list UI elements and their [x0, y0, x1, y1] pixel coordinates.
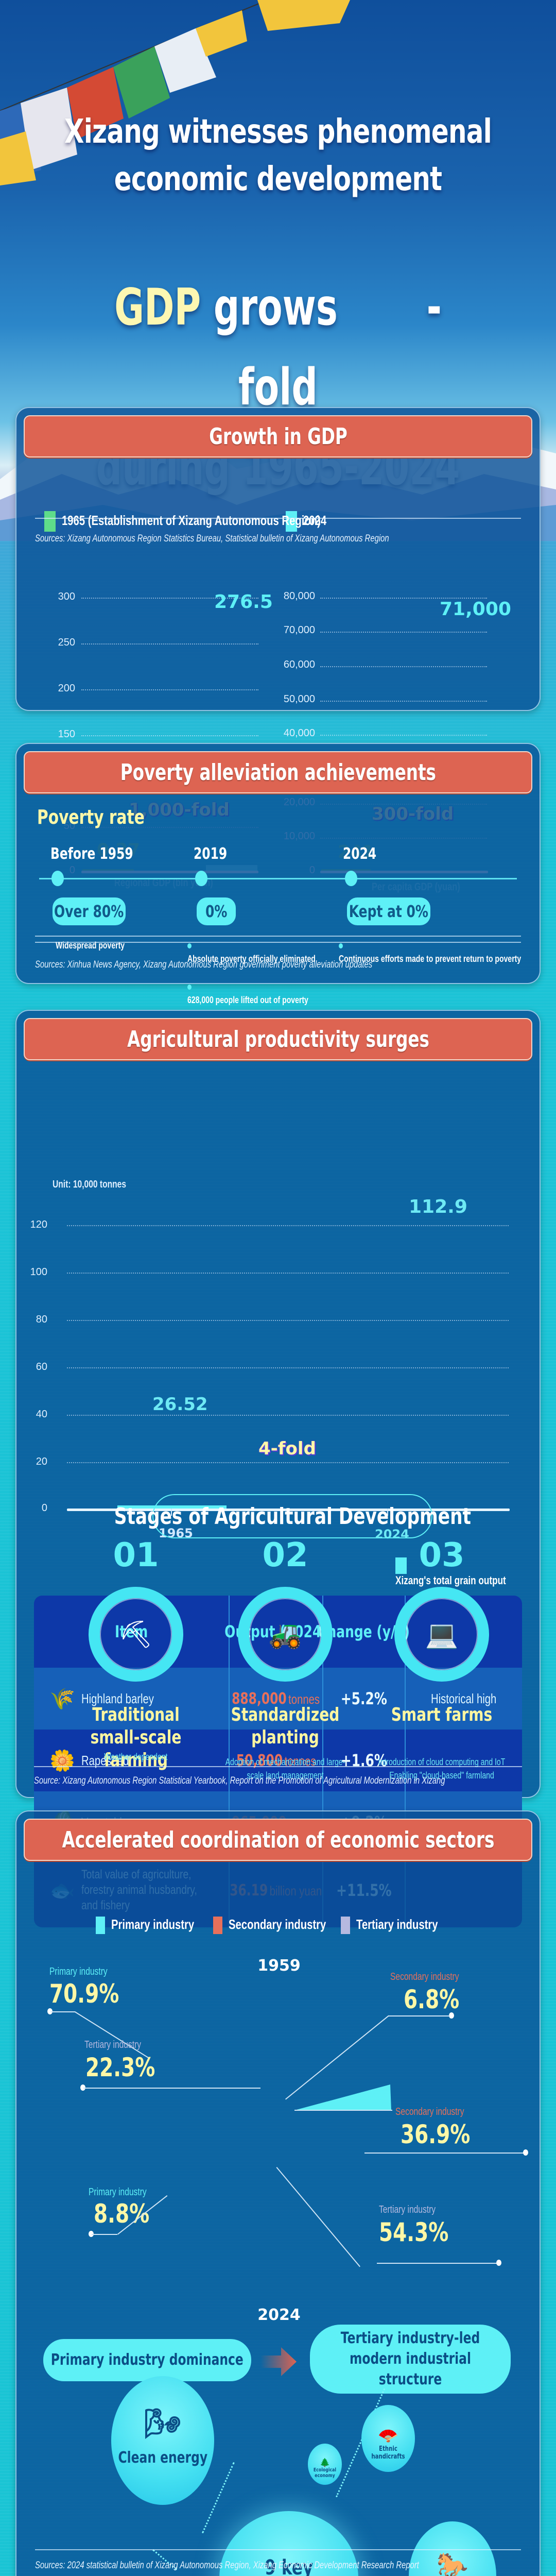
- gdp-heading: Growth in GDP: [24, 415, 532, 457]
- legend-swatch-grain: [395, 1557, 407, 1574]
- hero-title: Xizang witnesses phenomenal economic dev…: [64, 113, 492, 198]
- legend-swatch-2024: [286, 511, 298, 532]
- value-2024-per-capita: 71,000: [440, 599, 511, 620]
- agriculture-source: Source: Xizang Autonomous Region Statist…: [34, 1775, 445, 1786]
- value-2024-regional: 276.5: [214, 591, 273, 613]
- value-secondary-2024: 36.9%: [401, 2120, 471, 2149]
- prayer-flags-icon: [0, 0, 350, 185]
- sector-wedge-chart: [294, 2084, 392, 2111]
- value-tertiary-2024: 54.3%: [379, 2217, 449, 2247]
- horse-icon: 🐎: [436, 2551, 469, 2576]
- arrow-right-icon: [260, 2347, 297, 2376]
- sectors-legend: Primary industry Secondary industry Tert…: [96, 1917, 461, 1935]
- stage-description: Weather dependent: [104, 1752, 168, 1762]
- gdp-highlight: GDP: [114, 278, 201, 337]
- laptop-icon: 💻: [425, 1619, 459, 1650]
- legend-swatch-secondary: [213, 1917, 222, 1935]
- gdp-legend: 1965 (Establishment of Xizang Autonomous…: [44, 511, 333, 532]
- stage-title: Traditional small-scale farming: [90, 1704, 182, 1771]
- poverty-timeline: [39, 878, 517, 879]
- handicraft-icon: 🪭: [378, 2426, 398, 2445]
- stage-note-list: Continuous efforts made to prevent retur…: [339, 939, 521, 965]
- value-grain-1965: 26.52: [152, 1394, 208, 1415]
- agriculture-heading: Agricultural productivity surges: [24, 1018, 532, 1060]
- stage-number: 03: [419, 1536, 465, 1574]
- bubble-clean-energy[interactable]: 🌬 Clean energy: [111, 2376, 214, 2505]
- stage-number: 01: [113, 1536, 159, 1574]
- poverty-source: Sources: Xinhua News Agency, Xizang Auto…: [35, 959, 373, 970]
- sectors-panel: Accelerated coordination of economic sec…: [15, 1810, 541, 2576]
- stage-year-1: Before 1959: [50, 845, 133, 863]
- stage-description: Introduction of cloud computing and IoT …: [378, 1757, 506, 1781]
- stage-note: Widespread poverty: [56, 940, 125, 951]
- label-primary-2024: Primary industry: [89, 2187, 147, 2198]
- label-tertiary-1959: Tertiary industry: [84, 2039, 142, 2050]
- rate-pill-2: 0%: [197, 897, 236, 925]
- stage-description: Adoption of mechanization and large-scal…: [225, 1757, 345, 1781]
- stage-title: Standardized planting: [231, 1704, 340, 1748]
- stage-number: 02: [262, 1536, 308, 1574]
- poverty-heading: Poverty alleviation achievements: [24, 751, 532, 793]
- sectors-heading: Accelerated coordination of economic sec…: [24, 1819, 532, 1861]
- timeline-dot: [195, 871, 207, 886]
- hoe-icon: ⛏: [118, 1619, 153, 1650]
- value-grain-2024: 112.9: [409, 1196, 467, 1217]
- tractor-icon: 🚜: [268, 1619, 302, 1650]
- stage-ring: 🚜: [238, 1587, 333, 1682]
- tree-icon: 🌲: [320, 2458, 330, 2467]
- rate-pill-3: Kept at 0%: [347, 897, 430, 925]
- value-primary-1959: 70.9%: [49, 1979, 119, 2009]
- label-primary-1959: Primary industry: [49, 1966, 108, 1977]
- grain-legend: Xizang's total grain output: [395, 1557, 540, 1587]
- legend-swatch-tertiary: [341, 1917, 350, 1935]
- poverty-rate-subtitle: Poverty rate: [37, 806, 145, 828]
- stage-year-2: 2019: [194, 845, 228, 863]
- rapeseed-icon: 🌼: [49, 1749, 75, 1772]
- to-structure-pill: Tertiary industry-led modern industrial …: [310, 2325, 511, 2394]
- value-secondary-1959: 6.8%: [404, 1985, 460, 2014]
- gdp-panel: Growth in GDP 1965 (Establishment of Xiz…: [15, 407, 541, 893]
- stages-title: Stages of Agricultural Development: [114, 1494, 471, 1538]
- stage-title: Smart farms: [391, 1704, 493, 1725]
- timeline-dot: [51, 871, 64, 886]
- label-tertiary-2024: Tertiary industry: [379, 2204, 436, 2215]
- label-secondary-2024: Secondary industry: [395, 2106, 464, 2117]
- barley-icon: 🌾: [49, 1687, 75, 1710]
- bubble-ethnic-handicrafts[interactable]: 🪭 Ethnic handicrafts: [361, 2405, 415, 2472]
- legend-swatch-primary: [96, 1917, 105, 1935]
- fold-annotation-grain: 4-fold: [258, 1438, 316, 1459]
- stage-year-3: 2024: [343, 845, 377, 863]
- value-primary-2024: 8.8%: [94, 2199, 150, 2229]
- grain-unit-label: Unit: 10,000 tonnes: [53, 1179, 127, 1190]
- year-1959: 1959: [257, 1957, 301, 1975]
- stage-ring: 💻: [394, 1587, 489, 1682]
- from-structure-pill: Primary industry dominance: [43, 2339, 251, 2381]
- legend-swatch-1965: [44, 511, 56, 532]
- year-2024: 2024: [257, 2306, 301, 2324]
- poverty-panel: Poverty alleviation achievements Poverty…: [15, 743, 541, 1046]
- bubble-ecological-economy[interactable]: 🌲 Ecological economy: [308, 2444, 342, 2485]
- label-secondary-1959: Secondary industry: [390, 1971, 459, 1982]
- timeline-dot: [345, 871, 357, 886]
- stage-ring: ⛏: [89, 1587, 183, 1682]
- bubble-modern-agriculture[interactable]: 🐎 Modern agriculture and animal husbandr…: [409, 2521, 496, 2576]
- rate-pill-1: Over 80%: [53, 897, 126, 925]
- agriculture-panel: Agricultural productivity surges Unit: 1…: [15, 1010, 541, 1927]
- wind-turbine-icon: 🌬: [144, 2407, 181, 2441]
- x-label-2024: 2024: [375, 1527, 409, 1541]
- gdp-source: Sources: Xizang Autonomous Region Statis…: [35, 533, 389, 544]
- sectors-source: Sources: 2024 statistical bulletin of Xi…: [35, 2560, 419, 2571]
- table-row: 🌼 Rapeseed 50,800 tonnes +1.6%: [34, 1730, 522, 1791]
- value-tertiary-1959: 22.3%: [85, 2053, 155, 2082]
